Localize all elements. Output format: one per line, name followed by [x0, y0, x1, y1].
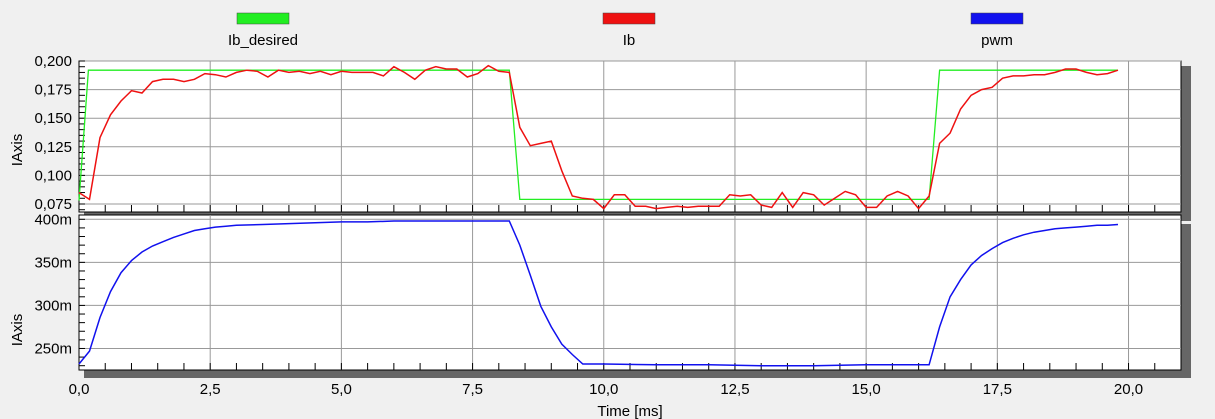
- y-tick-label: 0,100: [34, 167, 72, 184]
- x-tick-label: 5,0: [331, 381, 352, 398]
- x-tick-label: 2,5: [200, 381, 221, 398]
- panel-top-bg: [78, 60, 1182, 213]
- series-line-ib: [78, 64, 1119, 210]
- x-tick-label: 10,0: [589, 381, 618, 398]
- y-tick-label: 250m: [34, 340, 72, 357]
- series-line-pwm: [78, 220, 1119, 367]
- y-tick-label: 0,175: [34, 82, 72, 99]
- x-tick-label: 12,5: [720, 381, 749, 398]
- legend-swatch-pwm: [970, 12, 1024, 25]
- legend-label: Ib: [623, 32, 636, 49]
- x-tick-label: 17,5: [983, 381, 1012, 398]
- y-tick-label: 0,200: [34, 53, 72, 70]
- series-lines: [78, 64, 1119, 367]
- x-tick-label: 15,0: [852, 381, 881, 398]
- x-tick-labels: 0,0 2,5 5,0 7,5 10,0 12,5 15,0 17,5 20,0: [69, 381, 1144, 398]
- x-axis-title: Time [ms]: [597, 403, 662, 419]
- legend: Ib_desired Ib pwm: [228, 12, 1024, 49]
- legend-label: Ib_desired: [228, 32, 298, 49]
- panel-bottom-bg: [78, 214, 1182, 371]
- legend-label: pwm: [981, 32, 1013, 49]
- legend-swatch-ib-desired: [236, 12, 290, 25]
- series-line-ib-desired: [78, 69, 1118, 201]
- y-tick-label: 0,125: [34, 139, 72, 156]
- grid: [79, 60, 1181, 370]
- y-axis-title-top: IAxis: [9, 134, 26, 167]
- y-tick-label: 0,075: [34, 196, 72, 213]
- x-tick-label: 20,0: [1114, 381, 1143, 398]
- y-axis-title-bottom: IAxis: [9, 314, 26, 347]
- x-tick-label: 0,0: [69, 381, 90, 398]
- x-tick-label: 7,5: [462, 381, 483, 398]
- y-tick-label: 350m: [34, 254, 72, 271]
- legend-swatch-ib: [602, 12, 656, 25]
- y-tick-label: 0,150: [34, 110, 72, 127]
- y-tick-label: 300m: [34, 297, 72, 314]
- y-tick-label: 400m: [34, 211, 72, 228]
